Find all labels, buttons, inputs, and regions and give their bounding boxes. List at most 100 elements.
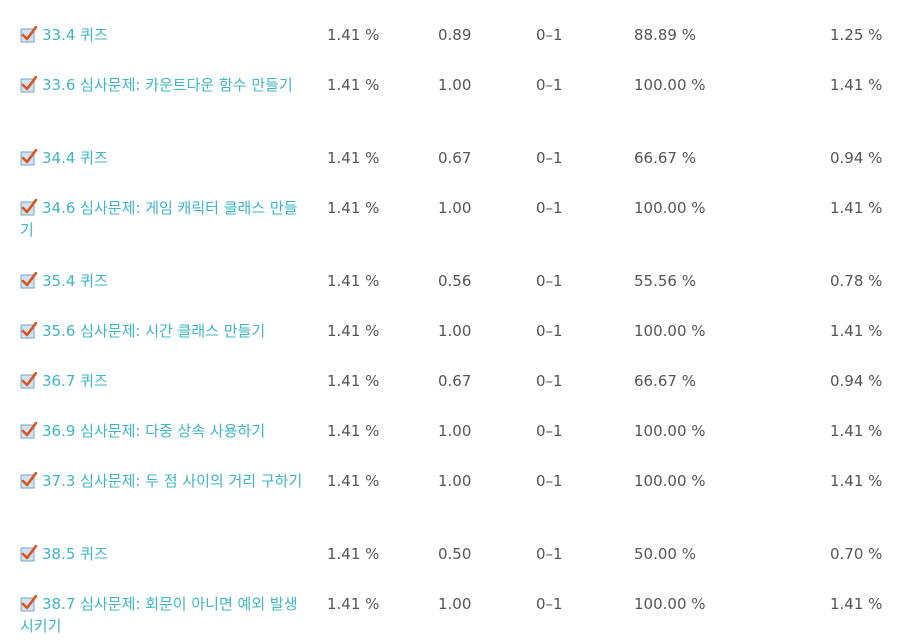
range-cell: 0–1 [536, 595, 563, 613]
range-cell: 0–1 [536, 545, 563, 563]
grade-cell: 0.50 [438, 545, 472, 563]
table-row: 33.6 심사문제: 카운트다운 함수 만들기 1.41 % 1.00 0–1 100.… [0, 50, 919, 123]
grade-item-link[interactable]: 37.3 심사문제: 두 점 사이의 거리 구하기 [42, 472, 303, 490]
weight-cell: 1.41 % [327, 422, 380, 440]
grade-cell: 1.00 [438, 472, 472, 490]
checked-box-icon [20, 75, 38, 93]
contribution-cell: 1.41 % [830, 76, 883, 94]
contribution-cell: 0.94 % [830, 149, 883, 167]
weight-cell: 1.41 % [327, 322, 380, 340]
grade-item-cell: 38.5 퀴즈 [20, 543, 310, 565]
grade-item-cell: 37.3 심사문제: 두 점 사이의 거리 구하기 [20, 470, 310, 492]
grade-item-link[interactable]: 38.7 심사문제: 회문이 아니면 예외 발생시키기 [20, 595, 298, 635]
weight-cell: 1.41 % [327, 372, 380, 390]
contribution-cell: 0.94 % [830, 372, 883, 390]
range-cell: 0–1 [536, 372, 563, 390]
grade-item-link[interactable]: 38.5 퀴즈 [42, 545, 108, 563]
grade-cell: 1.00 [438, 76, 472, 94]
percentage-cell: 55.56 % [634, 272, 696, 290]
grade-cell: 1.00 [438, 199, 472, 217]
range-cell: 0–1 [536, 322, 563, 340]
contribution-cell: 0.78 % [830, 272, 883, 290]
grade-cell: 1.00 [438, 322, 472, 340]
grade-item-link[interactable]: 34.6 심사문제: 게임 캐릭터 클래스 만들기 [20, 199, 298, 239]
checked-box-icon [20, 421, 38, 439]
weight-cell: 1.41 % [327, 272, 380, 290]
range-cell: 0–1 [536, 149, 563, 167]
range-cell: 0–1 [536, 422, 563, 440]
grade-item-link[interactable]: 36.7 퀴즈 [42, 372, 108, 390]
checked-box-icon [20, 321, 38, 339]
table-row: 34.4 퀴즈 1.41 % 0.67 0–1 66.67 % 0.94 % [0, 123, 919, 173]
grade-item-link[interactable]: 33.4 퀴즈 [42, 26, 108, 44]
table-row: 36.9 심사문제: 다중 상속 사용하기 1.41 % 1.00 0–1 100.00… [0, 396, 919, 446]
grade-item-cell: 36.7 퀴즈 [20, 370, 310, 392]
weight-cell: 1.41 % [327, 199, 380, 217]
table-row: 35.4 퀴즈 1.41 % 0.56 0–1 55.56 % 0.78 % [0, 246, 919, 296]
percentage-cell: 100.00 % [634, 76, 706, 94]
checked-box-icon [20, 371, 38, 389]
weight-cell: 1.41 % [327, 76, 380, 94]
grade-cell: 0.89 [438, 26, 472, 44]
grade-item-cell: 38.7 심사문제: 회문이 아니면 예외 발생시키기 [20, 593, 310, 637]
percentage-cell: 100.00 % [634, 422, 706, 440]
table-row: 33.4 퀴즈 1.41 % 0.89 0–1 88.89 % 1.25 % [0, 0, 919, 50]
checked-box-icon [20, 148, 38, 166]
table-row: 38.5 퀴즈 1.41 % 0.50 0–1 50.00 % 0.70 % [0, 519, 919, 569]
grade-item-cell: 36.9 심사문제: 다중 상속 사용하기 [20, 420, 310, 442]
grade-item-link[interactable]: 36.9 심사문제: 다중 상속 사용하기 [42, 422, 266, 440]
percentage-cell: 88.89 % [634, 26, 696, 44]
table-row: 38.7 심사문제: 회문이 아니면 예외 발생시키기 1.41 % 1.00 0–1… [0, 569, 919, 642]
checked-box-icon [20, 25, 38, 43]
grade-item-cell: 33.6 심사문제: 카운트다운 함수 만들기 [20, 74, 310, 96]
range-cell: 0–1 [536, 472, 563, 490]
grade-item-link[interactable]: 34.4 퀴즈 [42, 149, 108, 167]
weight-cell: 1.41 % [327, 26, 380, 44]
contribution-cell: 1.41 % [830, 472, 883, 490]
grade-cell: 1.00 [438, 422, 472, 440]
table-row: 35.6 심사문제: 시간 클래스 만들기 1.41 % 1.00 0–1 100.00… [0, 296, 919, 346]
grade-item-link[interactable]: 35.6 심사문제: 시간 클래스 만들기 [42, 322, 266, 340]
percentage-cell: 66.67 % [634, 149, 696, 167]
checked-box-icon [20, 271, 38, 289]
percentage-cell: 50.00 % [634, 545, 696, 563]
contribution-cell: 1.25 % [830, 26, 883, 44]
percentage-cell: 100.00 % [634, 472, 706, 490]
contribution-cell: 1.41 % [830, 422, 883, 440]
weight-cell: 1.41 % [327, 149, 380, 167]
checked-box-icon [20, 471, 38, 489]
contribution-cell: 0.70 % [830, 545, 883, 563]
table-row: 37.3 심사문제: 두 점 사이의 거리 구하기 1.41 % 1.00 0–1 10… [0, 446, 919, 519]
weight-cell: 1.41 % [327, 545, 380, 563]
grade-cell: 0.56 [438, 272, 472, 290]
range-cell: 0–1 [536, 26, 563, 44]
grade-item-cell: 35.4 퀴즈 [20, 270, 310, 292]
grade-item-cell: 34.6 심사문제: 게임 캐릭터 클래스 만들기 [20, 197, 310, 241]
grade-cell: 1.00 [438, 595, 472, 613]
percentage-cell: 100.00 % [634, 322, 706, 340]
grade-item-link[interactable]: 33.6 심사문제: 카운트다운 함수 만들기 [42, 76, 293, 94]
weight-cell: 1.41 % [327, 595, 380, 613]
grade-item-cell: 33.4 퀴즈 [20, 24, 310, 46]
contribution-cell: 1.41 % [830, 595, 883, 613]
weight-cell: 1.41 % [327, 472, 380, 490]
table-row: 36.7 퀴즈 1.41 % 0.67 0–1 66.67 % 0.94 % [0, 346, 919, 396]
table-row: 34.6 심사문제: 게임 캐릭터 클래스 만들기 1.41 % 1.00 0–1 10… [0, 173, 919, 246]
range-cell: 0–1 [536, 76, 563, 94]
contribution-cell: 1.41 % [830, 199, 883, 217]
grade-item-cell: 35.6 심사문제: 시간 클래스 만들기 [20, 320, 310, 342]
checked-box-icon [20, 198, 38, 216]
percentage-cell: 100.00 % [634, 199, 706, 217]
grade-item-cell: 34.4 퀴즈 [20, 147, 310, 169]
checked-box-icon [20, 544, 38, 562]
grade-item-link[interactable]: 35.4 퀴즈 [42, 272, 108, 290]
contribution-cell: 1.41 % [830, 322, 883, 340]
percentage-cell: 100.00 % [634, 595, 706, 613]
percentage-cell: 66.67 % [634, 372, 696, 390]
range-cell: 0–1 [536, 199, 563, 217]
range-cell: 0–1 [536, 272, 563, 290]
grade-cell: 0.67 [438, 149, 472, 167]
grade-cell: 0.67 [438, 372, 472, 390]
checked-box-icon [20, 594, 38, 612]
